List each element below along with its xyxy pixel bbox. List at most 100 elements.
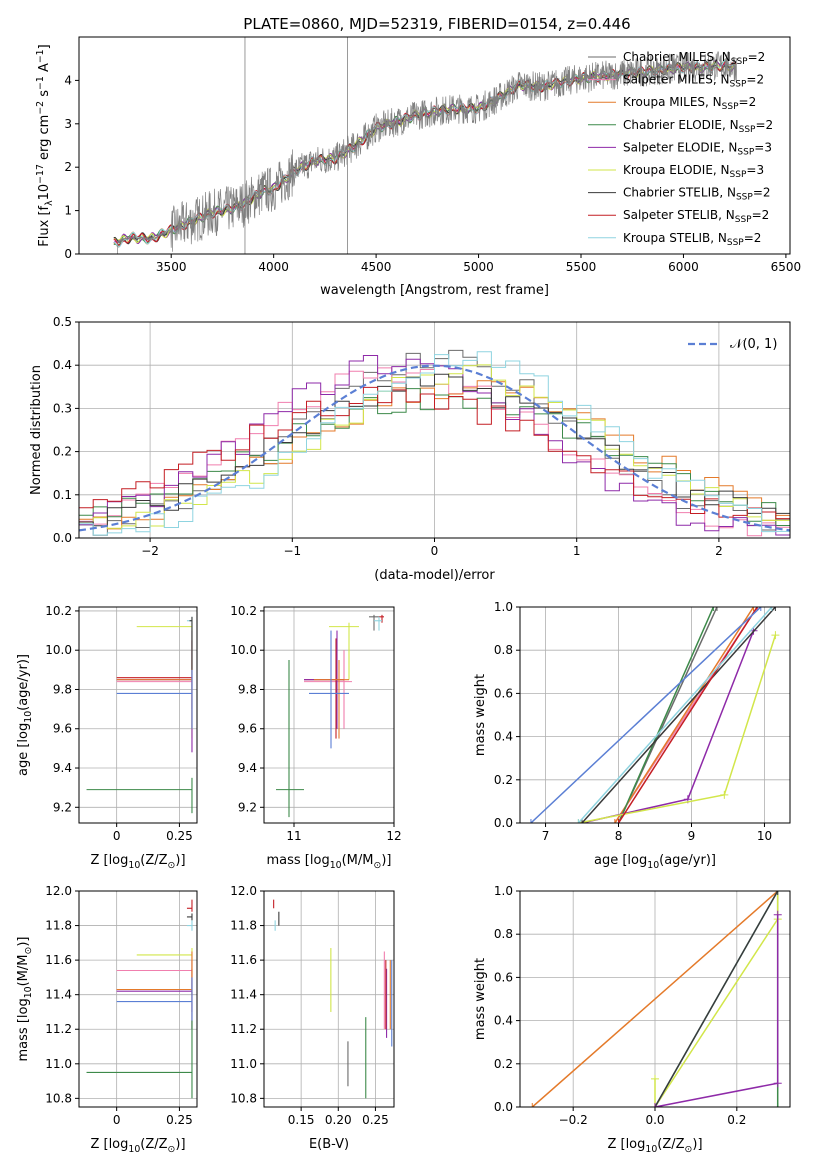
legend-label-part: SSP	[737, 147, 754, 157]
label-part: 10	[330, 860, 342, 871]
point-chabrier_miles	[369, 614, 379, 631]
plot-area	[528, 891, 782, 1107]
label-part: (age/yr)]	[659, 853, 716, 868]
cumulative-line	[617, 607, 758, 823]
legend-label-chabrier_elodie: Chabrier ELODIE, NSSP=2	[623, 118, 773, 135]
cumulative-marker	[526, 819, 535, 823]
legend-label-salpeter_miles: Salpeter MILES, NSSP=2	[623, 73, 764, 90]
y-tick-label: 4	[64, 73, 72, 87]
x-tick-label: 5500	[566, 260, 597, 274]
label-part: ⊙	[373, 860, 381, 871]
x-tick-label: −0.2	[559, 1113, 588, 1127]
label-part: (Z/Z	[140, 1137, 167, 1152]
axes-frame	[263, 606, 395, 824]
label-part: −1	[35, 76, 46, 90]
label-part: 10	[128, 860, 140, 871]
cumulative-marker	[578, 819, 587, 823]
label-part: ]	[37, 44, 52, 49]
legend-label-part: Salpeter ELODIE, N	[623, 140, 737, 154]
legend-label-chabrier_stelib: Chabrier STELIB, NSSP=2	[623, 186, 771, 203]
series-chabrier_elodie	[614, 607, 718, 823]
series-chabrier_miles	[614, 607, 722, 823]
y-tick-label: 2	[64, 160, 72, 174]
point-kroupa_elodie	[329, 622, 359, 680]
label-part: ⊙	[168, 860, 176, 871]
label-part: (Z/Z	[657, 1137, 684, 1152]
x-tick-label: 0.25	[166, 829, 193, 843]
cumulative-marker	[773, 891, 782, 895]
point-blue	[116, 977, 193, 1030]
spectrum-panel: 3500 4000 4500 5000 5500 6000 6500 0 1 2 3 4 wavelen…	[35, 36, 801, 298]
cumulative-marker	[767, 607, 776, 611]
label-part: )]	[381, 853, 391, 868]
x-tick-label: −2	[141, 544, 159, 558]
legend-label-part: SSP	[736, 193, 753, 203]
legend-label-part: SSP	[722, 102, 739, 112]
x-tick-label: 2	[715, 544, 723, 558]
label-part: −17	[35, 164, 46, 184]
label-part: Z [log	[90, 1137, 128, 1152]
series-chabrier_stelib	[578, 607, 780, 823]
series-salpeter_stelib	[614, 607, 762, 823]
legend-label-part: SSP	[739, 125, 756, 135]
cumulative-marker	[773, 1079, 782, 1088]
x-tick-label: 1	[573, 544, 581, 558]
hist-chabrier_stelib	[79, 373, 790, 527]
x-tick-label: 0.25	[362, 1113, 389, 1127]
y-tick-label: 11.6	[45, 953, 72, 967]
label-part: Z [log	[607, 1137, 645, 1152]
x-axis-label: wavelength [Angstrom, rest frame]	[320, 283, 549, 298]
x-tick-label: 12	[386, 829, 401, 843]
legend-label-part: Kroupa STELIB, N	[623, 231, 727, 245]
y-axis-label: age [log10(age/yr)]	[16, 654, 34, 776]
series-chabrier_stelib	[651, 891, 782, 1107]
y-tick-label: 0.2	[494, 1057, 513, 1071]
label-part: 10	[23, 711, 34, 723]
y-tick-label: 9.6	[238, 722, 257, 736]
y-axis-label: mass [log10(M/M⊙)]	[16, 937, 34, 1062]
legend-label-part: =2	[739, 95, 757, 109]
legend-label-part: SSP	[735, 215, 752, 225]
label-part: Z [log	[90, 853, 128, 868]
cumulative-marker	[749, 607, 758, 611]
label-part: mass [log	[16, 998, 31, 1061]
y-tick-label: 0.4	[53, 358, 72, 372]
label-part: age [log	[594, 853, 647, 868]
point-chabrier_stelib	[186, 913, 193, 921]
legend-label-part: =2	[744, 231, 762, 245]
x-tick-label: 4000	[258, 260, 289, 274]
x-axis-label: Z [log10(Z/Z⊙)]	[607, 1137, 702, 1155]
x-tick-label: 5000	[463, 260, 494, 274]
hist-kroupa_miles	[79, 380, 790, 530]
label-part: ⊙	[168, 1144, 176, 1155]
hist-kroupa_stelib	[79, 351, 790, 536]
point-kroupa_stelib	[374, 616, 382, 631]
y-tick-label: 9.2	[53, 800, 72, 814]
x-tick-label: 4500	[361, 260, 392, 274]
point-salpeter_miles	[304, 650, 352, 729]
legend-label-part: Chabrier STELIB, N	[623, 186, 736, 200]
x-tick-label: 0.15	[288, 1113, 315, 1127]
y-axis-label: mass weight	[473, 958, 488, 1040]
y-tick-label: 0.0	[494, 816, 513, 830]
label-part: Flux [f	[37, 205, 52, 246]
y-tick-label: 0.5	[53, 315, 72, 329]
x-tick-label: 0.25	[166, 1113, 193, 1127]
y-tick-label: 11.4	[45, 988, 72, 1002]
legend-label-part: =2	[748, 50, 766, 64]
legend-label-part: Chabrier ELODIE, N	[623, 118, 739, 132]
y-tick-label: 3	[64, 117, 72, 131]
point-kroupa_stelib	[186, 920, 193, 931]
grid	[264, 607, 395, 823]
y-tick-label: 11.2	[45, 1022, 72, 1036]
legend-label-salpeter_stelib: Salpeter STELIB, NSSP=2	[623, 208, 769, 225]
x-tick-label: 6000	[668, 260, 699, 274]
x-tick-label: 0	[431, 544, 439, 558]
point-salpeter_elodie	[116, 630, 193, 753]
label-part: 10	[37, 184, 52, 201]
y-tick-label: 0.6	[494, 970, 513, 984]
y-tick-label: 11.2	[230, 1022, 257, 1036]
x-tick-label: 0	[113, 829, 121, 843]
y-tick-label: 11.4	[230, 988, 257, 1002]
legend-label-part: Salpeter MILES, N	[623, 73, 730, 87]
